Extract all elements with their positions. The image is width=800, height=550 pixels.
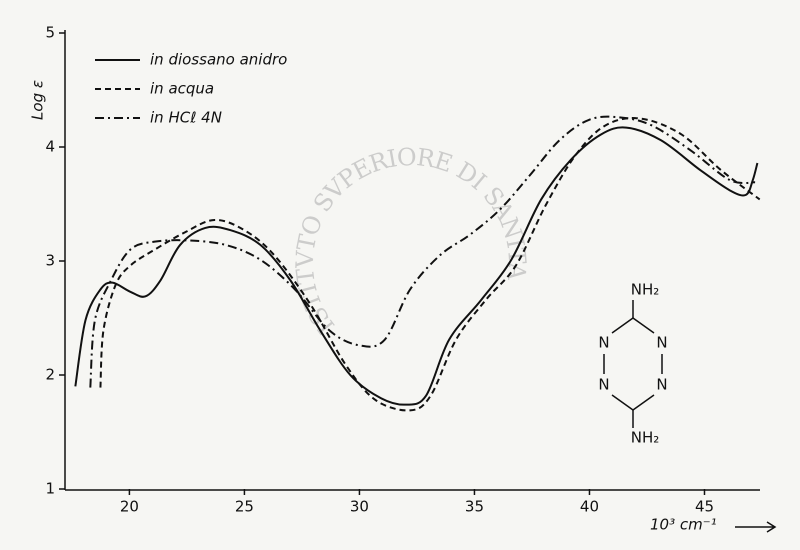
legend-label: in diossano anidro — [150, 51, 287, 69]
x-tick-label: 30 — [350, 498, 369, 516]
x-tick-label: 25 — [235, 498, 254, 516]
series-line — [74, 126, 759, 406]
structure-label: NH₂ — [631, 429, 660, 447]
watermark: ISTITVTO SVPERIORE DI SANITA — [290, 142, 532, 339]
structure — [603, 300, 663, 428]
structure-label: NH₂ — [631, 281, 660, 299]
structure-atom: N — [598, 334, 609, 352]
x-tick-label: 40 — [580, 498, 599, 516]
structure-atom: N — [656, 376, 667, 394]
x-axis-label: 10³ cm⁻¹ — [650, 516, 717, 534]
legend-label: in HCℓ 4N — [150, 109, 222, 127]
legend-label: in acqua — [150, 80, 214, 98]
y-tick-label: 4 — [45, 138, 55, 156]
x-tick-label: 35 — [465, 498, 484, 516]
y-tick-label: 5 — [45, 24, 55, 42]
structure-atom: N — [598, 376, 609, 394]
y-tick-label: 2 — [45, 366, 55, 384]
series-line — [99, 117, 761, 412]
x-tick-label: 45 — [695, 498, 714, 516]
x-arrow — [735, 521, 777, 533]
structure-atom: N — [656, 334, 667, 352]
y-tick-label: 3 — [45, 252, 55, 270]
x-tick-label: 20 — [120, 498, 139, 516]
watermark-text: ISTITVTO SVPERIORE DI SANITA — [290, 142, 532, 339]
y-axis-label: Log ε — [29, 80, 47, 120]
series-line — [89, 115, 756, 388]
y-tick-label: 1 — [45, 480, 55, 498]
